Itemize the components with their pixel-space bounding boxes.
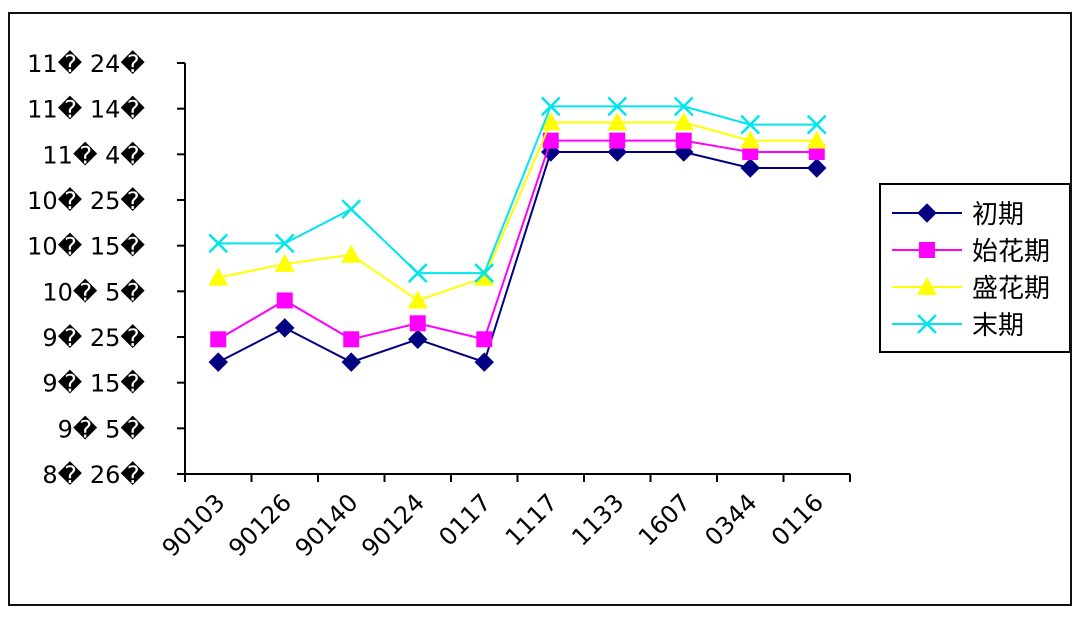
marker-stroke	[806, 114, 827, 135]
data-point	[806, 130, 827, 149]
x-tick-label: 0344	[700, 488, 763, 551]
marker-stroke	[474, 263, 495, 283]
marker-stroke	[740, 114, 761, 135]
data-point	[607, 96, 628, 117]
y-tick-label: 10� 15�	[27, 233, 145, 261]
data-point	[341, 244, 362, 263]
y-tick-label: 10� 25�	[27, 187, 145, 215]
data-point	[673, 112, 694, 131]
series-2	[210, 132, 825, 348]
data-point	[208, 267, 229, 286]
series-line	[217, 139, 817, 341]
y-tick-label: 10� 5�	[42, 278, 145, 306]
legend-item: 初期	[892, 200, 1024, 230]
data-point	[807, 158, 827, 178]
data-point	[407, 290, 428, 309]
legend-marker	[919, 242, 935, 258]
data-point	[474, 263, 495, 283]
marker-stroke	[607, 96, 628, 117]
data-point	[740, 114, 761, 135]
x-tick-label: 1117	[500, 488, 563, 551]
data-point	[675, 132, 692, 149]
legend-label: 盛花期	[972, 274, 1050, 304]
series-line	[217, 151, 817, 364]
legend-marker	[917, 314, 937, 334]
y-tick-label: 11� 4�	[42, 141, 145, 169]
chart-frame: 8� 26� 9� 5� 9� 15� 9� 25� 10� 5� 10� 15� 10� …	[8, 12, 1072, 606]
marker-stroke	[274, 233, 295, 254]
data-point	[609, 132, 626, 149]
x-tick-label: 90124	[356, 488, 430, 562]
legend-label: 初期	[972, 200, 1024, 230]
x-tick-label: 0116	[766, 488, 829, 551]
marker-stroke	[341, 199, 362, 220]
data-point	[740, 158, 760, 178]
data-point	[409, 315, 426, 332]
y-tick-label: 9� 25�	[42, 324, 145, 352]
data-point	[407, 263, 428, 283]
data-point	[276, 292, 293, 309]
y-tick-label: 11� 14�	[27, 96, 145, 124]
data-point	[274, 233, 295, 254]
marker-stroke	[407, 263, 428, 283]
data-point	[474, 267, 495, 286]
x-tick-label: 0117	[434, 488, 497, 551]
x-tick-label: 90126	[223, 488, 297, 562]
legend-item: 末期	[892, 311, 1024, 341]
series-layer	[208, 96, 827, 372]
marker-stroke	[540, 96, 561, 117]
y-axis-ticks: 8� 26� 9� 5� 9� 15� 9� 25� 10� 5� 10� 15� 10� …	[27, 50, 185, 489]
y-tick-label: 9� 5�	[58, 415, 146, 443]
x-tick-label: 90103	[157, 488, 231, 562]
y-tick-label: 11� 24�	[27, 50, 145, 78]
data-point	[806, 114, 827, 135]
data-point	[341, 352, 361, 372]
legend-item: 盛花期	[892, 274, 1050, 304]
data-point	[542, 132, 559, 149]
marker-stroke	[208, 233, 229, 254]
series-line	[218, 121, 817, 302]
x-tick-label: 90140	[290, 488, 364, 562]
data-point	[673, 96, 694, 117]
x-tick-label: 1607	[633, 488, 696, 551]
series-4	[208, 96, 827, 283]
legend-marker	[917, 277, 937, 295]
data-point	[208, 352, 228, 372]
legend-marker	[917, 203, 937, 223]
data-point	[343, 331, 360, 348]
data-point	[274, 253, 295, 272]
data-point	[474, 352, 494, 372]
legend-label: 始花期	[972, 237, 1050, 267]
legend-item: 始花期	[892, 237, 1050, 267]
line-chart: 8� 26� 9� 5� 9� 15� 9� 25� 10� 5� 10� 15� 10� …	[27, 50, 1070, 562]
data-point	[540, 96, 561, 117]
data-point	[210, 331, 227, 348]
y-tick-label: 8� 26�	[42, 461, 145, 489]
data-point	[208, 233, 229, 254]
marker-stroke	[917, 314, 937, 334]
series-3	[208, 112, 827, 309]
series-line	[218, 105, 817, 275]
x-tick-label: 1133	[567, 488, 630, 551]
data-point	[341, 199, 362, 220]
data-point	[408, 329, 428, 349]
data-point	[740, 130, 761, 149]
data-point	[540, 112, 561, 131]
data-point	[607, 112, 628, 131]
data-point	[275, 318, 295, 338]
series-1	[208, 142, 827, 372]
marker-stroke	[673, 96, 694, 117]
legend-label: 末期	[972, 311, 1024, 341]
data-point	[476, 331, 493, 348]
y-tick-label: 9� 15�	[42, 370, 145, 398]
